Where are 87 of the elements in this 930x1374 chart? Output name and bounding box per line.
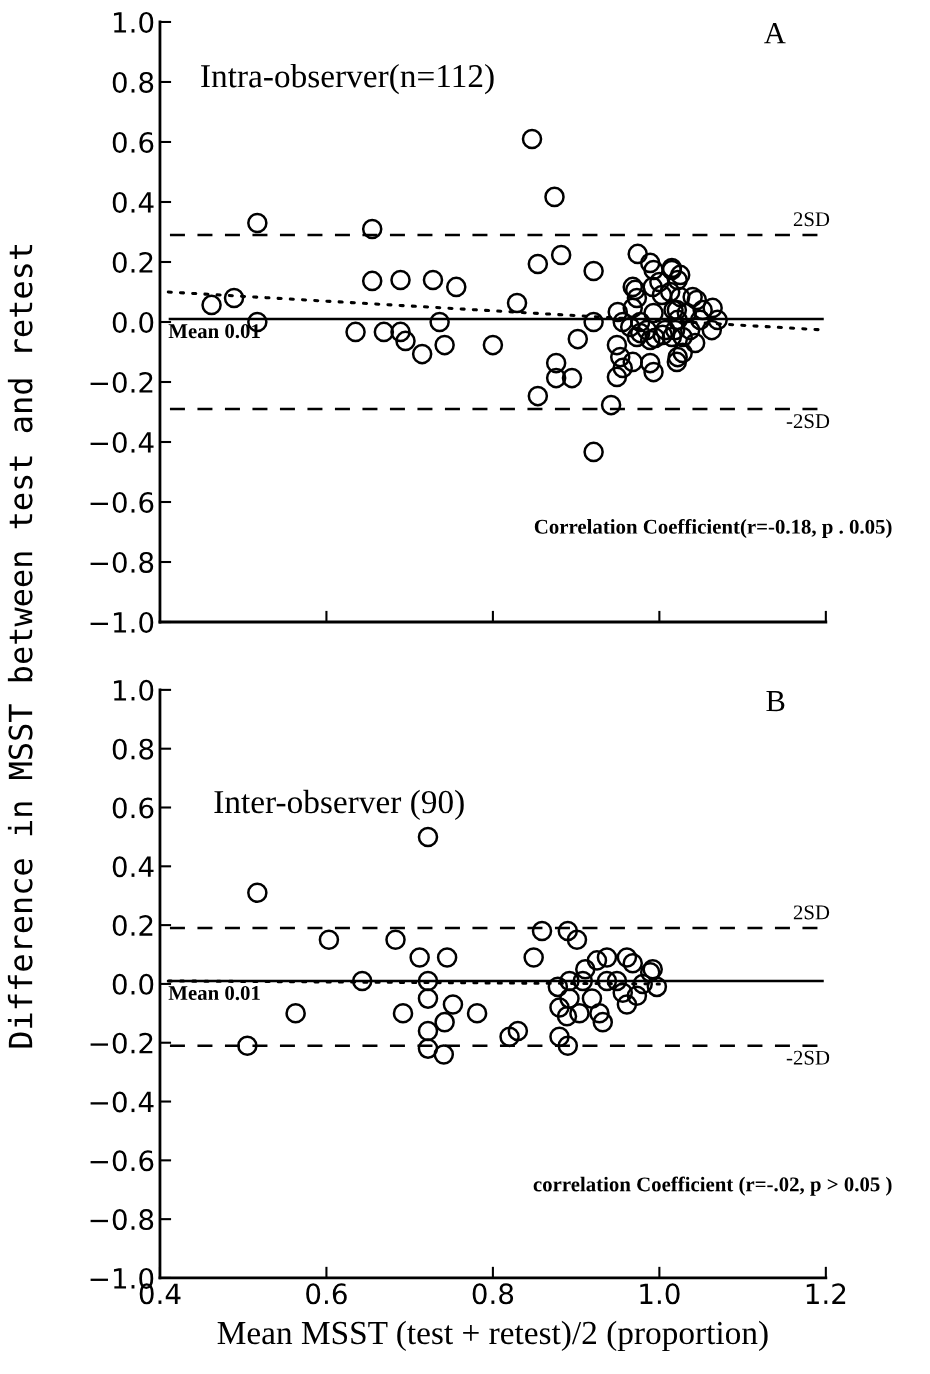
y-tick-label: 0.4 [112, 856, 154, 878]
y-tick-label: 0.4 [112, 191, 154, 213]
ref-line-label: Mean 0.01 [168, 985, 260, 1001]
y-tick-label: −0.2 [90, 371, 153, 393]
point [417, 988, 439, 1009]
point [592, 1011, 614, 1033]
annotation: A [764, 23, 786, 44]
y-tick-label: 1.0 [113, 11, 154, 33]
point [285, 1003, 306, 1024]
point [531, 920, 553, 942]
y-tick-label: 0.6 [112, 797, 154, 819]
ref-line-label: -2SD [786, 1050, 830, 1065]
point [247, 882, 268, 904]
point [616, 947, 638, 968]
point [622, 953, 644, 974]
ref-line-label: 2SD [793, 905, 830, 920]
y-tick-label: 0.0 [112, 311, 154, 333]
point [557, 1035, 579, 1056]
y-tick-label: 0.2 [112, 251, 153, 273]
y-tick-label: −0.8 [90, 1209, 154, 1231]
point [434, 1011, 455, 1033]
point [466, 1003, 488, 1024]
point [559, 970, 580, 992]
point [596, 970, 618, 992]
ref-line-label: Mean 0.01 [168, 324, 260, 339]
x-tick-label: 0.8 [472, 1283, 514, 1305]
x-tick-label: 1.0 [640, 1283, 680, 1305]
point [385, 929, 406, 951]
point [575, 958, 596, 980]
point [549, 997, 570, 1018]
y-tick-label: 1.0 [113, 679, 154, 701]
point [556, 1005, 578, 1027]
point [581, 988, 603, 1009]
point [632, 973, 653, 995]
point [417, 1020, 439, 1042]
x-axis-title: Mean MSST (test + retest)/2 (proportion) [217, 1320, 768, 1352]
y-tick-label: −1.0 [90, 611, 154, 633]
annotation: B [766, 691, 785, 712]
point [442, 994, 464, 1015]
point [557, 920, 579, 942]
point [417, 970, 439, 992]
point [351, 970, 373, 992]
y-tick-label: 0.8 [112, 738, 154, 760]
annotation: Correlation Coefficient(r=-0.18, p . 0.05) [534, 518, 892, 539]
y-tick-label: −0.8 [90, 551, 154, 573]
point [417, 826, 439, 848]
point [436, 947, 458, 968]
point [547, 976, 569, 998]
y-tick-label: −0.2 [90, 1032, 153, 1054]
y-tick-label: 0.6 [112, 131, 154, 153]
y-tick-label: −0.6 [90, 491, 154, 513]
point [409, 947, 430, 968]
annotation: correlation Coefficient (r=-.02, p > 0.05 ) [533, 1176, 892, 1196]
point [589, 1003, 610, 1024]
point [569, 1003, 590, 1024]
point [626, 985, 648, 1006]
point [566, 929, 588, 951]
point [586, 950, 608, 971]
point [616, 994, 638, 1015]
y-tick-label: −0.4 [90, 431, 154, 453]
text: Intra-observer(n=112) [201, 63, 494, 95]
point [612, 982, 634, 1004]
y-tick-label: −0.6 [90, 1150, 154, 1172]
point [559, 988, 580, 1009]
point [417, 1038, 439, 1059]
text: Inter-observer (90) [214, 789, 464, 821]
y-tick-label: 0.8 [112, 71, 154, 93]
point [318, 929, 340, 951]
point [596, 947, 618, 968]
y-axis-title: Difference in MSST between test and retest [7, 245, 33, 1048]
x-tick-label: 0.6 [306, 1283, 347, 1305]
point [433, 1044, 455, 1065]
point [549, 1026, 570, 1048]
y-tick-label: 0.0 [112, 973, 154, 995]
point [507, 1020, 529, 1042]
y-tick-label: −0.4 [90, 1091, 154, 1113]
point [606, 970, 628, 992]
y-tick-label: 0.2 [112, 915, 153, 937]
point [237, 1035, 258, 1056]
ref-line-label: 2SD [793, 212, 830, 227]
point [392, 1003, 414, 1024]
point [499, 1026, 520, 1048]
point [646, 976, 668, 998]
point [572, 970, 594, 992]
point [523, 947, 544, 968]
x-tick-label: 1.2 [806, 1283, 846, 1304]
ref-line-label: -2SD [786, 414, 830, 429]
